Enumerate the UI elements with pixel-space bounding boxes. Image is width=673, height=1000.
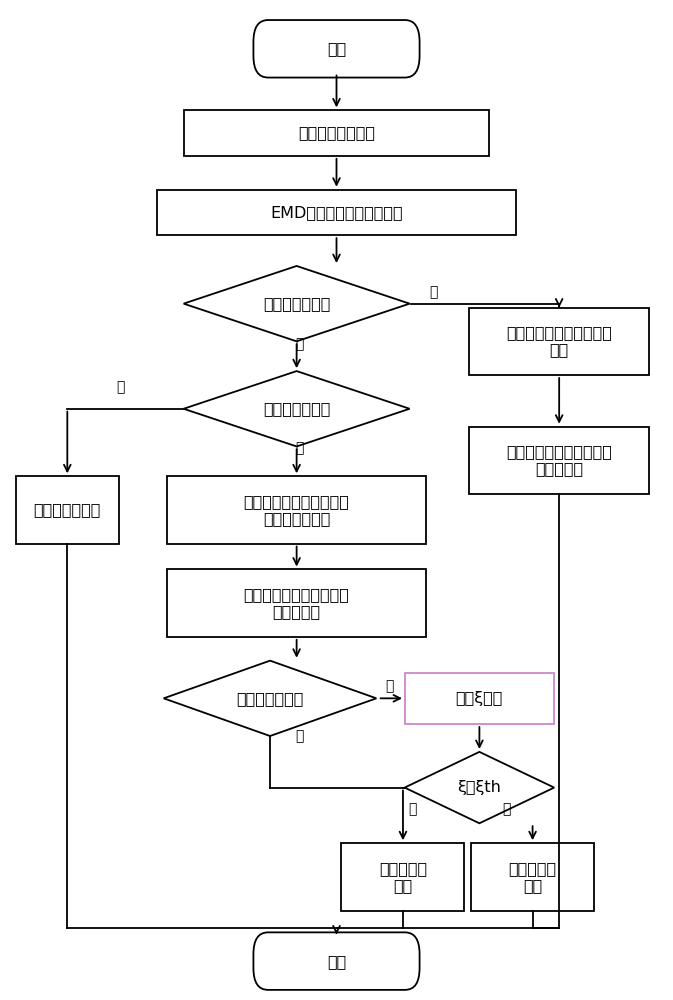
Text: 是: 是 (385, 679, 394, 693)
Text: 开始: 开始 (327, 41, 346, 56)
Text: 否: 否 (295, 729, 304, 743)
Text: 是否为单调减小: 是否为单调减小 (263, 401, 330, 416)
Text: 结束: 结束 (327, 954, 346, 969)
Text: 计算ξ大小: 计算ξ大小 (456, 691, 503, 706)
Text: 是否为自由振荡: 是否为自由振荡 (236, 691, 304, 706)
Bar (157, 190, 516, 235)
Polygon shape (404, 752, 554, 823)
Text: 是: 是 (503, 802, 511, 816)
Text: 正阻尼自由振荡: 正阻尼自由振荡 (34, 502, 101, 517)
Text: EMD分解提取主导振荡模式: EMD分解提取主导振荡模式 (270, 205, 403, 220)
FancyBboxPatch shape (254, 932, 419, 990)
Text: 零阻尼自由
振荡: 零阻尼自由 振荡 (509, 861, 557, 893)
Text: 负阻尼自由
振荡: 负阻尼自由 振荡 (379, 861, 427, 893)
Bar (470, 308, 649, 375)
Bar (167, 476, 426, 544)
Bar (470, 427, 649, 494)
Text: 选取待分析的数据: 选取待分析的数据 (298, 126, 375, 141)
Bar (471, 843, 594, 911)
Text: ξ＜ξth: ξ＜ξth (458, 780, 501, 795)
Text: 根据拟合误差的大小，判
定振荡类型: 根据拟合误差的大小，判 定振荡类型 (244, 587, 349, 619)
Polygon shape (164, 661, 376, 736)
Bar (404, 673, 554, 724)
Text: 零阻尼拍频、正阻尼拍频
拟合: 零阻尼拍频、正阻尼拍频 拟合 (506, 325, 612, 358)
Text: 根据拟合误差的大小，判
定振荡类型: 根据拟合误差的大小，判 定振荡类型 (506, 444, 612, 477)
Polygon shape (184, 266, 410, 341)
Bar (341, 843, 464, 911)
Text: 是: 是 (116, 380, 125, 394)
FancyBboxPatch shape (254, 20, 419, 78)
Polygon shape (184, 371, 410, 446)
Bar (167, 569, 426, 637)
Text: 否: 否 (295, 337, 304, 351)
Text: 自由振荡、正阻尼共振和
零阻尼共振拟合: 自由振荡、正阻尼共振和 零阻尼共振拟合 (244, 494, 349, 526)
Text: 否: 否 (409, 802, 417, 816)
Bar (15, 476, 119, 544)
Text: 是否具有周期性: 是否具有周期性 (263, 296, 330, 311)
Bar (184, 110, 489, 156)
Text: 否: 否 (295, 441, 304, 455)
Text: 是: 是 (429, 285, 438, 299)
